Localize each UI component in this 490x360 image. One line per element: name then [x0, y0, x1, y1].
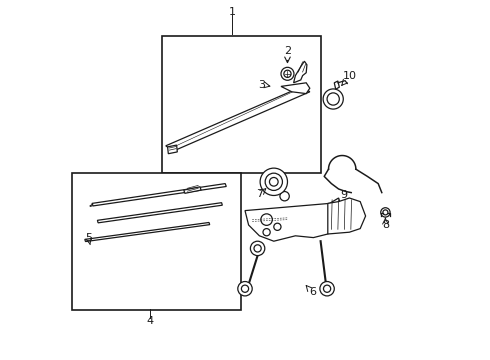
Circle shape — [323, 89, 343, 109]
Polygon shape — [294, 61, 307, 83]
Text: 2: 2 — [284, 46, 291, 56]
Circle shape — [280, 192, 289, 201]
Circle shape — [274, 223, 281, 230]
Polygon shape — [92, 184, 226, 206]
Text: 3: 3 — [258, 80, 265, 90]
Bar — [162, 36, 320, 173]
Circle shape — [254, 245, 261, 252]
Circle shape — [284, 70, 291, 77]
Polygon shape — [85, 222, 210, 242]
Circle shape — [270, 177, 278, 186]
Polygon shape — [184, 187, 201, 193]
Circle shape — [238, 282, 252, 296]
Circle shape — [265, 173, 282, 190]
Bar — [72, 173, 242, 310]
Text: 9: 9 — [341, 190, 347, 200]
Polygon shape — [98, 203, 222, 223]
Circle shape — [281, 67, 294, 80]
Circle shape — [250, 241, 265, 256]
Polygon shape — [281, 83, 310, 94]
Circle shape — [260, 168, 288, 195]
Circle shape — [242, 285, 248, 292]
Circle shape — [327, 93, 339, 105]
Polygon shape — [334, 81, 339, 89]
Polygon shape — [168, 145, 177, 154]
Text: 8: 8 — [382, 220, 389, 230]
Circle shape — [381, 208, 390, 217]
Circle shape — [320, 282, 334, 296]
Circle shape — [261, 214, 272, 225]
Circle shape — [323, 285, 331, 292]
Text: 7: 7 — [257, 189, 264, 199]
Circle shape — [263, 229, 270, 236]
Text: 4: 4 — [146, 316, 153, 326]
Polygon shape — [328, 198, 366, 234]
Text: 1: 1 — [229, 6, 236, 17]
Text: 5: 5 — [85, 233, 92, 243]
Polygon shape — [166, 86, 310, 151]
Circle shape — [383, 210, 388, 215]
Text: 6: 6 — [309, 287, 316, 297]
Text: 10: 10 — [343, 71, 356, 81]
Polygon shape — [245, 198, 342, 241]
